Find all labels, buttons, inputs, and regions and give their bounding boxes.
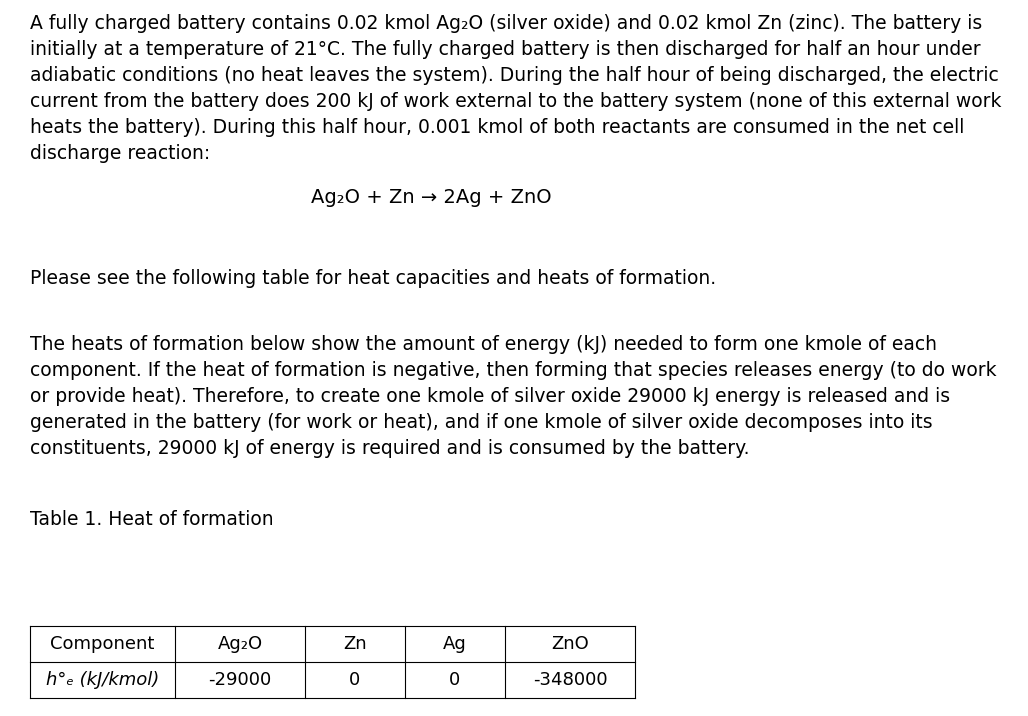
Text: adiabatic conditions (no heat leaves the system). During the half hour of being : adiabatic conditions (no heat leaves the… — [30, 66, 999, 85]
Text: ZnO: ZnO — [551, 635, 589, 653]
Text: Please see the following table for heat capacities and heats of formation.: Please see the following table for heat … — [30, 269, 717, 288]
Text: generated in the battery (for work or heat), and if one kmole of silver oxide de: generated in the battery (for work or he… — [30, 413, 932, 432]
Text: Zn: Zn — [343, 635, 367, 653]
Text: 0: 0 — [449, 671, 461, 689]
Text: -29000: -29000 — [209, 671, 271, 689]
Text: The heats of formation below show the amount of energy (kJ) needed to form one k: The heats of formation below show the am… — [30, 335, 937, 354]
Text: Ag₂O: Ag₂O — [218, 635, 262, 653]
Text: initially at a temperature of 21°C. The fully charged battery is then discharged: initially at a temperature of 21°C. The … — [30, 40, 981, 59]
Text: constituents, 29000 kJ of energy is required and is consumed by the battery.: constituents, 29000 kJ of energy is requ… — [30, 439, 749, 458]
Text: h°ₑ (kJ/kmol): h°ₑ (kJ/kmol) — [46, 671, 159, 689]
Text: Component: Component — [50, 635, 154, 653]
Text: Ag: Ag — [443, 635, 467, 653]
Text: component. If the heat of formation is negative, then forming that species relea: component. If the heat of formation is n… — [30, 361, 996, 380]
Text: discharge reaction:: discharge reaction: — [30, 144, 211, 163]
Text: 0: 0 — [350, 671, 361, 689]
Text: -348000: -348000 — [533, 671, 608, 689]
Text: Table 1. Heat of formation: Table 1. Heat of formation — [30, 510, 273, 529]
Text: or provide heat). Therefore, to create one kmole of silver oxide 29000 kJ energy: or provide heat). Therefore, to create o… — [30, 387, 950, 406]
Text: current from the battery does 200 kJ of work external to the battery system (non: current from the battery does 200 kJ of … — [30, 92, 1001, 111]
Text: A fully charged battery contains 0.02 kmol Ag₂O (silver oxide) and 0.02 kmol Zn : A fully charged battery contains 0.02 km… — [30, 14, 982, 33]
Text: Ag₂O + Zn → 2Ag + ZnO: Ag₂O + Zn → 2Ag + ZnO — [311, 188, 552, 207]
Text: heats the battery). During this half hour, 0.001 kmol of both reactants are cons: heats the battery). During this half hou… — [30, 118, 964, 137]
